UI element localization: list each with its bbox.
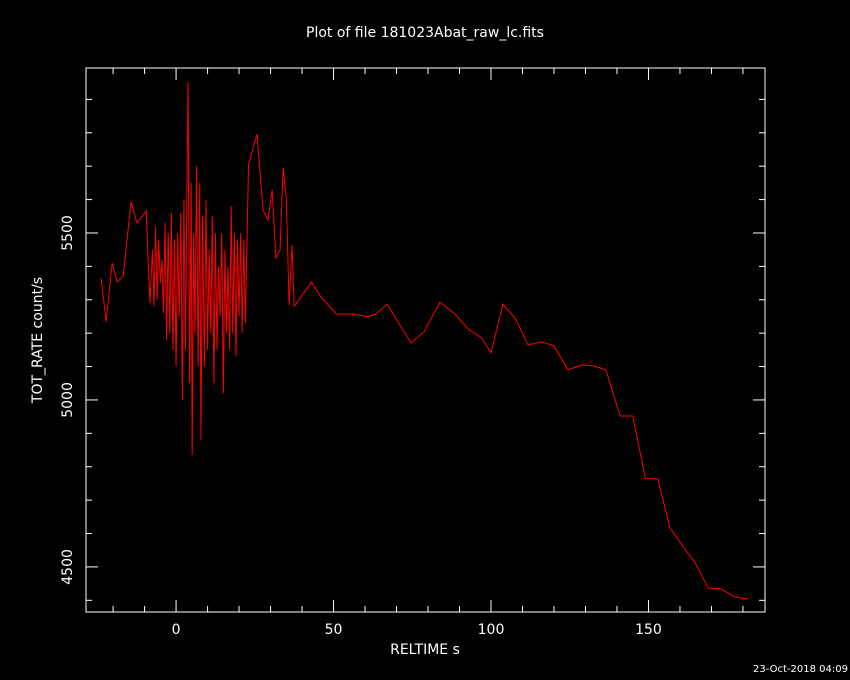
y-tick-label: 5000 [60,382,76,418]
y-tick-label: 4500 [60,549,76,585]
x-tick-label: 100 [478,622,505,638]
x-tick-label: 0 [172,622,181,638]
x-tick-label: 150 [635,622,662,638]
timestamp: 23-Oct-2018 04:09 [753,664,848,675]
y-axis-label: TOT_RATE count/s [30,277,46,404]
chart-title: Plot of file 181023Abat_raw_lc.fits [306,25,544,41]
y-tick-label: 5500 [60,215,76,251]
plot-frame [85,67,766,613]
light-curve [100,82,749,600]
x-axis-label: RELTIME s [390,642,460,658]
x-tick-label: 50 [325,622,343,638]
